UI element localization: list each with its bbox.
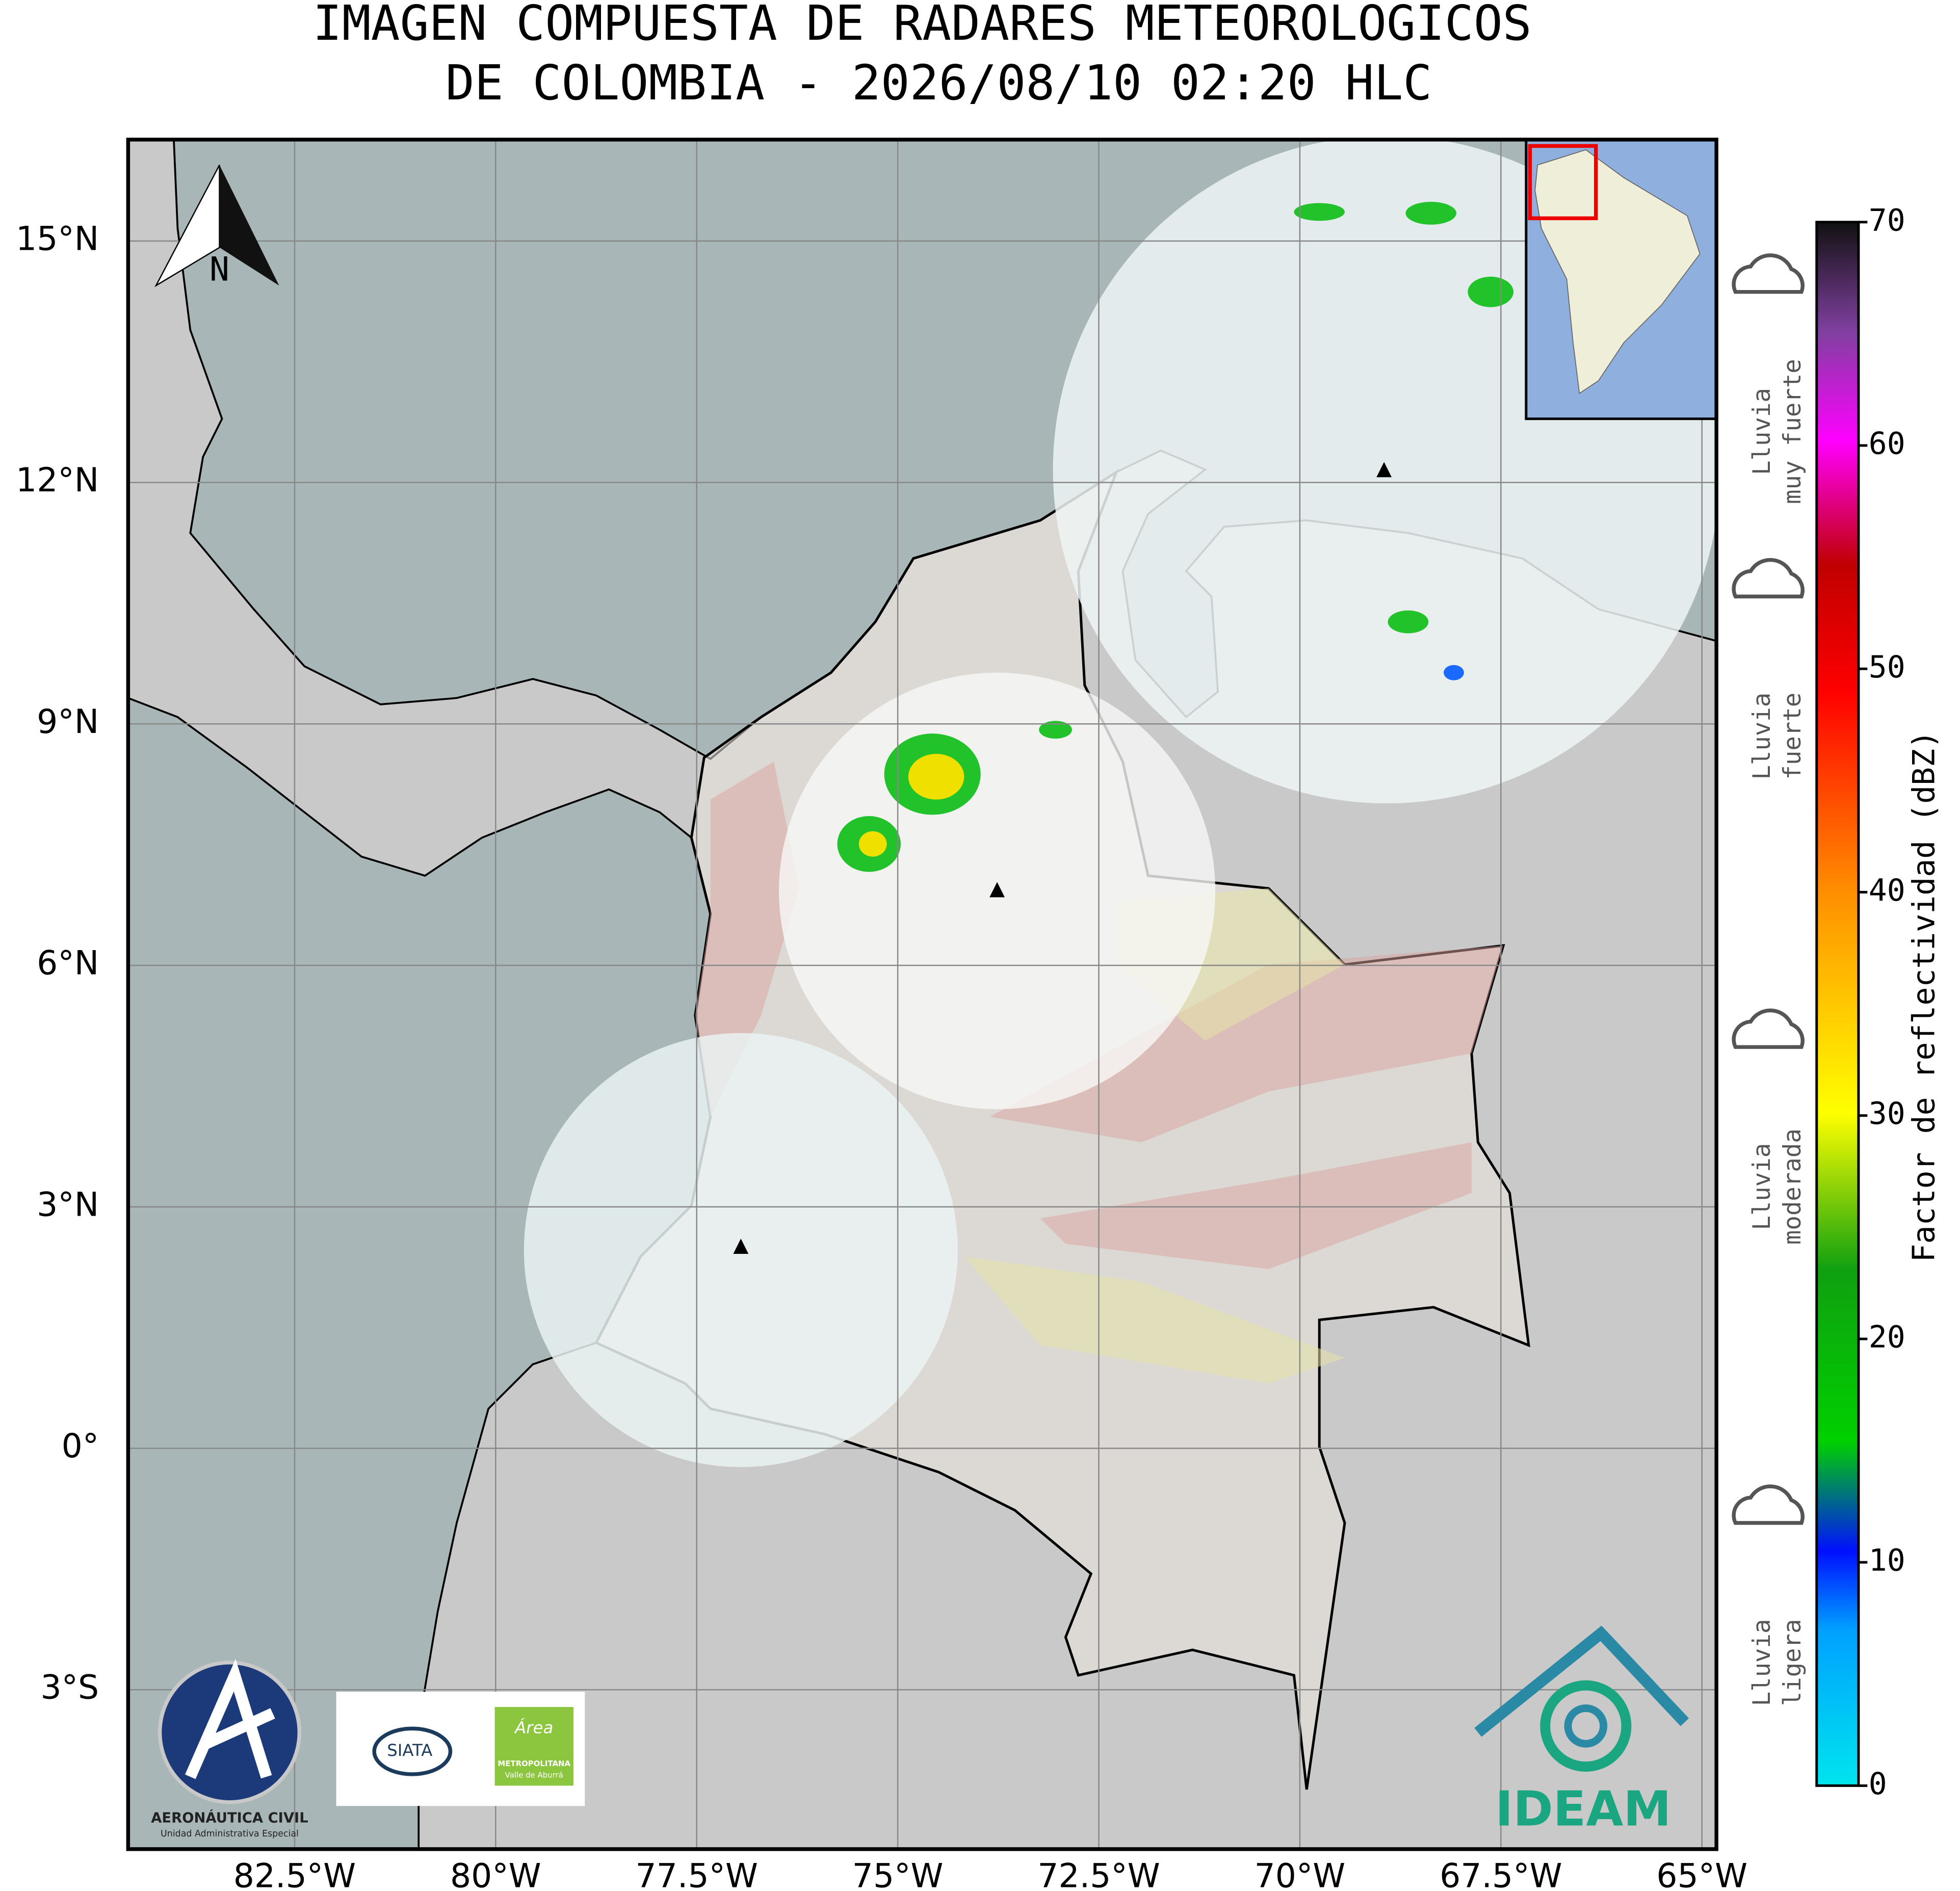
- x-tick-label: 67.5°W: [1440, 1857, 1562, 1891]
- colorbar-tick-label: 20: [1869, 1320, 1905, 1355]
- logo-text: Unidad Administrativa Especial: [161, 1829, 299, 1839]
- colorbar-tick-label: 70: [1869, 203, 1905, 238]
- radar-site: [989, 882, 1005, 898]
- legend-text: fuerte: [1779, 693, 1807, 780]
- region-overlay: [964, 888, 1345, 1384]
- legend-item: Lluvia moderada: [1732, 1008, 1807, 1245]
- logo-text: Valle de Aburrá: [505, 1770, 563, 1779]
- graticule: [128, 139, 1717, 1849]
- region-overlay: [695, 761, 1504, 1269]
- weather-icon: [1732, 1008, 1805, 1049]
- y-tick-label: 3°S: [41, 1669, 99, 1707]
- legend-item: Lluvia muy fuerte: [1732, 253, 1807, 504]
- legend-text: Lluvia: [1748, 1143, 1776, 1230]
- precipitation: [837, 201, 1513, 872]
- colorbar-label: Factor de reflectividad (dBZ): [1906, 730, 1942, 1262]
- colorbar-tick-label: 30: [1869, 1096, 1905, 1132]
- legend-text: Lluvia: [1748, 388, 1776, 475]
- inset-map: [1525, 139, 1717, 421]
- map-area: N AERONÁUTICA CIVIL Unidad Administrativ…: [128, 139, 1717, 1849]
- legend-text: Lluvia: [1748, 1619, 1776, 1706]
- weather-icon: [1732, 558, 1805, 599]
- colorbar-tick-label: 0: [1869, 1767, 1887, 1802]
- x-tick-label: 72.5°W: [1037, 1857, 1160, 1891]
- logo-siata-area: SIATA Área METROPOLITANA Valle de Aburrá: [336, 1692, 585, 1806]
- legend-text: Lluvia: [1748, 693, 1776, 780]
- x-tick-label: 70°W: [1255, 1857, 1346, 1891]
- radar-site: [733, 1239, 749, 1254]
- colorbar-tick-label: 50: [1869, 650, 1905, 685]
- logo-text: SIATA: [387, 1741, 432, 1760]
- map-frame: [126, 138, 1718, 1851]
- y-tick-label: 15°N: [16, 220, 99, 258]
- colorbar-tick-label: 40: [1869, 873, 1905, 908]
- y-tick-label: 0°: [62, 1427, 99, 1465]
- radar-site: [1376, 462, 1392, 478]
- legend-text: moderada: [1779, 1128, 1807, 1245]
- weather-icon: [1732, 1484, 1805, 1525]
- legend-text: ligera: [1779, 1619, 1807, 1706]
- weather-icon: [1732, 253, 1805, 294]
- legend-item: Lluvia fuerte: [1732, 558, 1807, 780]
- x-tick-label: 75°W: [852, 1857, 944, 1891]
- north-label: N: [210, 250, 229, 288]
- y-tick-label: 12°N: [16, 461, 99, 500]
- title-line: IMAGEN COMPUESTA DE RADARES METEOROLOGIC…: [313, 0, 1532, 51]
- y-tick-label: 3°N: [37, 1186, 99, 1224]
- north-arrow: N: [154, 165, 279, 288]
- y-tick-label: 6°N: [37, 944, 99, 983]
- x-tick-label: 82.5°W: [233, 1857, 356, 1891]
- legend-item: Lluvia ligera: [1732, 1484, 1807, 1706]
- logo-text: METROPOLITANA: [498, 1759, 570, 1768]
- x-tick-label: 80°W: [450, 1857, 541, 1891]
- colorbar-tick-label: 10: [1869, 1543, 1905, 1579]
- title-line: DE COLOMBIA - 2026/08/10 02:20 HLC: [446, 55, 1432, 111]
- colorbar: [1815, 221, 1860, 1787]
- x-tick-label: 65°W: [1656, 1857, 1747, 1891]
- logo-ideam: IDEAM: [1474, 1625, 1689, 1837]
- logo-text: Área: [514, 1718, 553, 1737]
- legend-text: muy fuerte: [1779, 359, 1807, 504]
- y-tick-label: 9°N: [37, 703, 99, 741]
- colorbar-tick-label: 60: [1869, 427, 1905, 462]
- x-tick-label: 77.5°W: [636, 1857, 758, 1891]
- logo-text: AERONÁUTICA CIVIL: [151, 1810, 308, 1826]
- logo-text: IDEAM: [1495, 1781, 1671, 1837]
- logo-aerocivil: AERONÁUTICA CIVIL Unidad Administrativa …: [151, 1659, 308, 1839]
